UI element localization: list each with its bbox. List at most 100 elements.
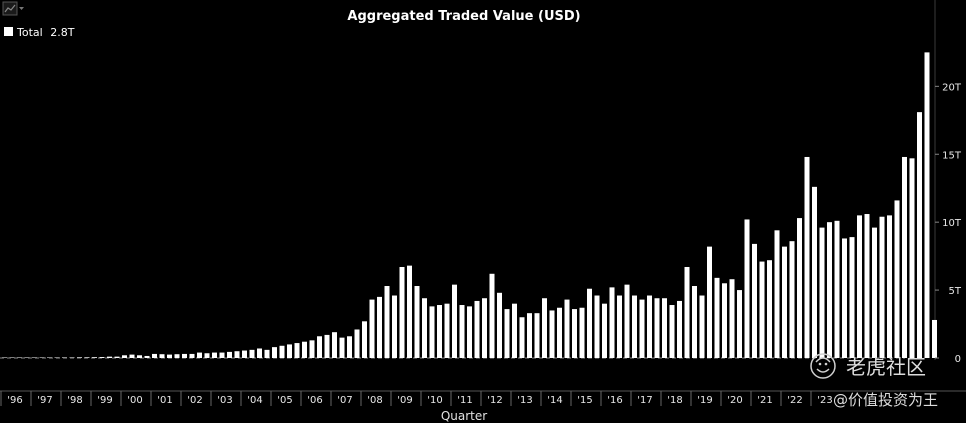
x-tick-label: '22: [787, 395, 802, 406]
bar: [789, 241, 795, 358]
bar: [467, 306, 472, 358]
bar: [182, 353, 187, 359]
bar: [129, 354, 135, 358]
x-tick-label: '96: [7, 395, 22, 406]
bar: [437, 305, 442, 358]
bar: [639, 299, 645, 358]
bar: [722, 283, 727, 358]
bar: [122, 355, 127, 358]
bar: [384, 286, 390, 358]
x-tick-label: '20: [727, 395, 742, 406]
bar: [662, 298, 667, 358]
bar: [624, 284, 630, 358]
bar: [332, 332, 337, 358]
bar: [504, 309, 510, 358]
bar: [317, 336, 322, 358]
x-tick-label: '08: [367, 395, 382, 406]
bar: [429, 306, 435, 358]
bar: [714, 277, 720, 358]
bar: [699, 295, 705, 358]
tiger-logo-icon: [810, 353, 836, 379]
y-tick-label: 10T: [942, 218, 962, 229]
x-tick-label: '06: [307, 395, 322, 406]
y-tick-label: 15T: [942, 150, 962, 161]
bar: [617, 295, 622, 358]
bar: [99, 357, 105, 358]
bar: [339, 337, 345, 359]
bar: [62, 357, 67, 358]
bar: [587, 288, 592, 358]
bar: [369, 299, 375, 358]
bar: [17, 357, 22, 358]
x-tick-label: '04: [247, 395, 262, 406]
bar: [9, 357, 15, 358]
bar: [692, 286, 697, 358]
x-tick-label: '09: [397, 395, 412, 406]
bar: [677, 300, 682, 358]
x-tick-label: '01: [157, 395, 172, 406]
bar: [812, 186, 817, 358]
bar: [144, 355, 150, 358]
bar: [474, 300, 480, 358]
bar: [654, 298, 660, 358]
legend: Total 2.8T: [4, 26, 75, 39]
bar: [272, 347, 277, 358]
x-tick-label: '12: [487, 395, 502, 406]
y-tick-label: 5T: [949, 286, 962, 297]
y-axis-ticks: 0 5T 10T 15T 20T: [935, 82, 962, 365]
x-tick-label: '02: [187, 395, 202, 406]
bar: [287, 344, 292, 358]
bar: [782, 246, 787, 358]
bar: [594, 295, 600, 358]
bar: [902, 156, 907, 358]
bar: [534, 313, 540, 359]
bar: [422, 298, 427, 358]
watermark-line1: 老虎社区: [846, 355, 926, 379]
bar: [399, 266, 405, 358]
chart-type-button[interactable]: [2, 1, 26, 17]
bar: [759, 261, 765, 358]
bar: [602, 303, 607, 358]
bar: [219, 352, 225, 358]
bar: [857, 215, 862, 359]
bar: [864, 214, 870, 358]
bar: [174, 354, 180, 358]
bar: [917, 112, 922, 358]
bar: [887, 215, 892, 359]
bar: [407, 265, 412, 358]
bar: [542, 298, 547, 358]
chart-type-button-frame: [2, 1, 18, 16]
x-tick-label: '14: [547, 395, 562, 406]
x-tick-label: '21: [757, 395, 772, 406]
bar: [819, 227, 825, 358]
bar: [414, 286, 420, 358]
bar: [842, 238, 847, 358]
bar: [827, 222, 832, 358]
bar: [647, 295, 652, 358]
bar: [294, 343, 300, 358]
bar: [512, 303, 517, 358]
bar: [324, 334, 330, 358]
bar: [47, 357, 52, 358]
bar: [849, 237, 855, 358]
bar: [669, 305, 675, 358]
bar: [752, 243, 757, 358]
legend-label: Total: [16, 26, 43, 39]
bar: [54, 357, 60, 358]
bar: [557, 307, 562, 358]
x-tick-label: '15: [577, 395, 592, 406]
x-tick-label: '18: [667, 395, 682, 406]
bar: [549, 310, 555, 358]
bar: [204, 353, 210, 358]
legend-value: 2.8T: [50, 26, 74, 39]
x-tick-label: '16: [607, 395, 622, 406]
bars: [2, 52, 937, 359]
bar: [729, 279, 735, 358]
bar: [264, 349, 270, 358]
bar: [212, 352, 217, 358]
bar: [489, 273, 495, 358]
x-tick-label: '19: [697, 395, 712, 406]
bar: [234, 351, 240, 358]
x-tick-label: '00: [127, 395, 142, 406]
